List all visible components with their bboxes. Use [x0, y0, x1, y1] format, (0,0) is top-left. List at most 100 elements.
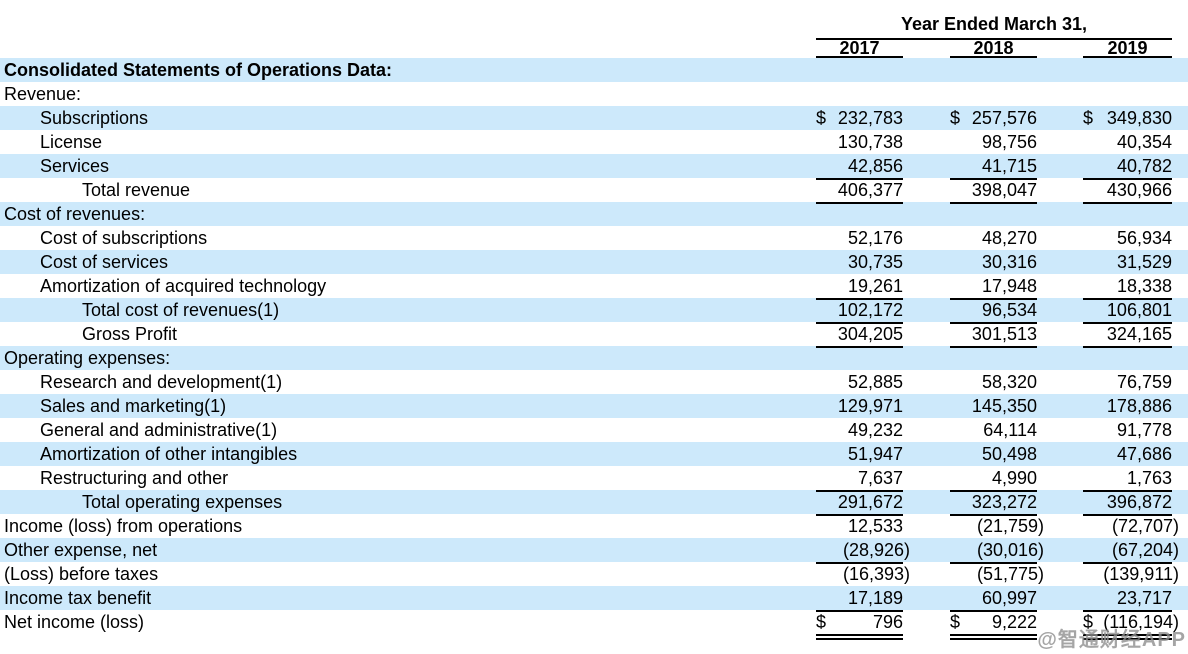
- value-2017: 102,172: [816, 298, 903, 324]
- table-row: Restructuring and other 7,637 4,990 1,763: [0, 466, 1188, 492]
- cell-value: 301,513: [971, 324, 1037, 344]
- value-2017: 49,232: [816, 418, 903, 442]
- cell-value: (51,775): [976, 564, 1044, 584]
- row-label: Income tax benefit: [4, 588, 152, 608]
- value-2019: 40,354: [1083, 130, 1172, 154]
- cell-value: 349,830: [1106, 108, 1172, 128]
- row-label: Revenue:: [4, 84, 82, 104]
- cell-value: (139,911): [1103, 564, 1179, 584]
- row-label: Total cost of revenues(1): [82, 300, 280, 320]
- cell-value: 42,856: [847, 156, 903, 176]
- cell-value: 17,948: [981, 276, 1037, 296]
- cell-value: 49,232: [847, 420, 903, 440]
- cell-value: 398,047: [971, 180, 1037, 200]
- cell-value: 324,165: [1106, 324, 1172, 344]
- cell-value: 406,377: [837, 180, 903, 200]
- value-2018: 50,498: [950, 442, 1037, 466]
- value-2019: 91,778: [1083, 418, 1172, 442]
- cell-value: 52,176: [847, 228, 903, 248]
- cell-value: (116,194): [1103, 612, 1179, 632]
- value-2018: (21,759): [950, 514, 1044, 538]
- table-row: Consolidated Statements of Operations Da…: [0, 58, 1188, 82]
- cell-value: 31,529: [1116, 252, 1172, 272]
- cell-value: 19,261: [847, 276, 903, 296]
- value-2019: (139,911): [1083, 562, 1179, 586]
- value-2019: 106,801: [1083, 298, 1172, 324]
- cell-value: 145,350: [971, 396, 1037, 416]
- cell-value: 796: [872, 612, 903, 632]
- cell-value: 50,498: [981, 444, 1037, 464]
- dollar-sign: $: [1083, 612, 1094, 632]
- cell-value: 18,338: [1116, 276, 1172, 296]
- value-2017: 52,885: [816, 370, 903, 394]
- value-2017: 7,637: [816, 466, 903, 492]
- row-label: Cost of services: [40, 252, 169, 272]
- value-2017: 52,176: [816, 226, 903, 250]
- value-2018: 4,990: [950, 466, 1037, 492]
- cell-value: 291,672: [837, 492, 903, 512]
- value-2019: 324,165: [1083, 322, 1172, 348]
- cell-value: 52,885: [847, 372, 903, 392]
- table-row: License 130,738 98,756 40,354: [0, 130, 1188, 154]
- value-2019: 47,686: [1083, 442, 1172, 466]
- row-label: License: [40, 132, 103, 152]
- table-row: Income (loss) from operations 12,533 (21,7…: [0, 514, 1188, 538]
- row-label: Consolidated Statements of Operations Da…: [4, 60, 393, 80]
- cell-value: (72,707): [1111, 516, 1179, 536]
- value-2017: $796: [816, 610, 903, 640]
- cell-value: 9,222: [991, 612, 1037, 632]
- value-2019: (72,707): [1083, 514, 1179, 538]
- cell-value: (16,393): [842, 564, 910, 584]
- cell-value: 304,205: [837, 324, 903, 344]
- table-row: Gross Profit 304,205 301,513 324,165: [0, 322, 1188, 348]
- statement-table: Consolidated Statements of Operations Da…: [0, 58, 1188, 640]
- row-label: Income (loss) from operations: [4, 516, 243, 536]
- cell-value: 396,872: [1106, 492, 1172, 512]
- dollar-sign: $: [950, 612, 961, 632]
- value-2019: (67,204): [1083, 538, 1179, 564]
- row-label: Subscriptions: [40, 108, 149, 128]
- cell-value: 257,576: [971, 108, 1037, 128]
- value-2018: 96,534: [950, 298, 1037, 324]
- table-row: Research and development(1) 52,885 58,320 7…: [0, 370, 1188, 394]
- value-2019: 23,717: [1083, 586, 1172, 612]
- row-label: Gross Profit: [82, 324, 178, 344]
- table-row: Amortization of acquired technology 19,26…: [0, 274, 1188, 300]
- value-2019: 40,782: [1083, 154, 1172, 180]
- value-2019: 178,886: [1083, 394, 1172, 418]
- value-2018: 64,114: [950, 418, 1037, 442]
- column-group-header: Year Ended March 31,: [816, 11, 1172, 40]
- cell-value: 98,756: [981, 132, 1037, 152]
- row-label: Cost of revenues:: [4, 204, 146, 224]
- column-group-header-row: Year Ended March 31,: [0, 10, 1188, 40]
- cell-value: 96,534: [981, 300, 1037, 320]
- row-label: General and administrative(1): [40, 420, 278, 440]
- cell-value: (21,759): [976, 516, 1044, 536]
- row-label: Research and development(1): [40, 372, 283, 392]
- value-2018: 98,756: [950, 130, 1037, 154]
- value-2019: 396,872: [1083, 490, 1172, 516]
- value-2019: 1,763: [1083, 466, 1172, 492]
- value-2018: 301,513: [950, 322, 1037, 348]
- table-row: (Loss) before taxes (16,393) (51,775) (139,…: [0, 562, 1188, 586]
- cell-value: 4,990: [991, 468, 1037, 488]
- value-2018: 323,272: [950, 490, 1037, 516]
- cell-value: 40,354: [1116, 132, 1172, 152]
- row-label: Total revenue: [82, 180, 191, 200]
- value-2017: (16,393): [816, 562, 910, 586]
- row-label: Other expense, net: [4, 540, 158, 560]
- cell-value: 430,966: [1106, 180, 1172, 200]
- row-label: Total operating expenses: [82, 492, 283, 512]
- value-2018: 58,320: [950, 370, 1037, 394]
- table-row: Cost of services 30,735 30,316 31,529: [0, 250, 1188, 274]
- value-2019: 31,529: [1083, 250, 1172, 274]
- value-2017: 406,377: [816, 178, 903, 204]
- table-row: Sales and marketing(1) 129,971 145,350 178,…: [0, 394, 1188, 418]
- table-row: Operating expenses:: [0, 346, 1188, 370]
- cell-value: 232,783: [837, 108, 903, 128]
- value-2018: (30,016): [950, 538, 1044, 564]
- value-2018: 60,997: [950, 586, 1037, 612]
- table-row: Total operating expenses 291,672 323,272 39…: [0, 490, 1188, 516]
- value-2017: 130,738: [816, 130, 903, 154]
